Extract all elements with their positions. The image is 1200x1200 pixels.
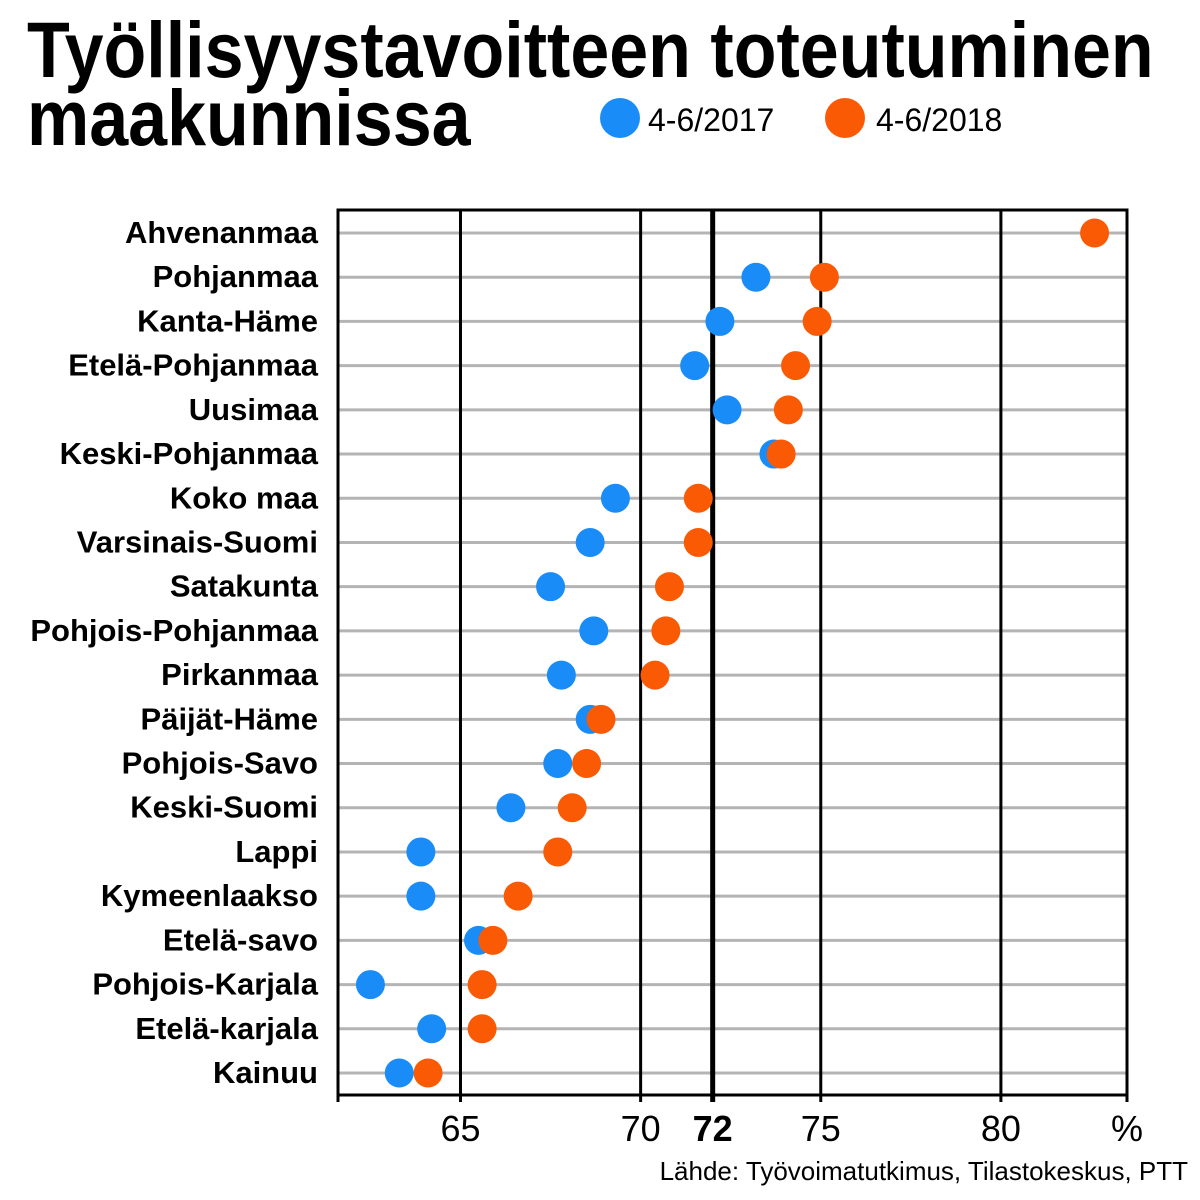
category-label-koko-maa: Koko maa <box>170 480 319 515</box>
chart-title: Työllisyystavoitteen toteutuminen maakun… <box>27 5 1154 162</box>
legend: 4-6/2017 4-6/2018 <box>600 98 1002 138</box>
point-4-6-2018-keski-suomi <box>557 793 587 823</box>
category-label-etela-savo: Etelä-savo <box>163 922 318 957</box>
legend-label-4-6-2017: 4-6/2017 <box>648 102 774 138</box>
point-4-6-2018-koko-maa <box>683 483 713 513</box>
point-4-6-2018-varsinais-suomi <box>683 527 713 557</box>
point-4-6-2018-satakunta <box>654 572 684 602</box>
category-label-etela-pohjanmaa: Etelä-Pohjanmaa <box>68 348 319 383</box>
point-4-6-2017-kanta-hame <box>705 306 735 336</box>
point-4-6-2017-pohjois-karjala <box>355 970 385 1000</box>
legend-swatch-4-6-2018 <box>825 98 865 138</box>
point-4-6-2018-pohjois-karjala <box>467 970 497 1000</box>
category-label-keski-suomi: Keski-Suomi <box>130 790 318 825</box>
point-4-6-2018-etela-karjala <box>467 1014 497 1044</box>
vertical-gridlines <box>458 210 1003 1102</box>
point-4-6-2018-pohjois-pohjanmaa <box>651 616 681 646</box>
point-4-6-2018-pirkanmaa <box>640 660 670 690</box>
data-points <box>355 218 1110 1088</box>
point-4-6-2018-kymeenlaakso <box>503 881 533 911</box>
category-label-pohjanmaa: Pohjanmaa <box>153 259 319 294</box>
horizontal-gridlines <box>338 231 1127 1075</box>
point-4-6-2017-keski-suomi <box>496 793 526 823</box>
x-tick-label-72: 72 <box>693 1108 733 1149</box>
point-4-6-2017-pohjois-pohjanmaa <box>579 616 609 646</box>
point-4-6-2018-uusimaa <box>773 395 803 425</box>
point-4-6-2018-etela-pohjanmaa <box>781 351 811 381</box>
category-label-satakunta: Satakunta <box>170 569 319 604</box>
category-label-ahvenanmaa: Ahvenanmaa <box>125 215 319 250</box>
x-tick-label-80: 80 <box>981 1108 1021 1149</box>
point-4-6-2017-uusimaa <box>712 395 742 425</box>
plot-frame <box>336 208 1129 1102</box>
point-4-6-2018-kanta-hame <box>802 306 832 336</box>
point-4-6-2018-pohjois-savo <box>572 749 602 779</box>
point-4-6-2017-pirkanmaa <box>546 660 576 690</box>
point-4-6-2017-pohjois-savo <box>543 749 573 779</box>
point-4-6-2017-kymeenlaakso <box>406 881 436 911</box>
category-label-uusimaa: Uusimaa <box>189 392 319 427</box>
category-label-varsinais-suomi: Varsinais-Suomi <box>77 524 318 559</box>
category-label-pohjois-karjala: Pohjois-Karjala <box>92 967 318 1002</box>
legend-swatch-4-6-2017 <box>600 98 640 138</box>
category-label-kymeenlaakso: Kymeenlaakso <box>101 878 318 913</box>
point-4-6-2018-paijat-hame <box>586 704 616 734</box>
point-4-6-2017-varsinais-suomi <box>575 527 605 557</box>
x-axis-tick-labels: 65 70 72 75 80% <box>440 1108 1143 1149</box>
category-label-pohjois-pohjanmaa: Pohjois-Pohjanmaa <box>30 613 318 648</box>
category-label-kainuu: Kainuu <box>213 1055 318 1090</box>
category-label-keski-pohjanmaa: Keski-Pohjanmaa <box>60 436 319 471</box>
point-4-6-2017-kainuu <box>384 1058 414 1088</box>
category-label-kanta-hame: Kanta-Häme <box>137 303 318 338</box>
category-labels: Ahvenanmaa Pohjanmaa Kanta-Häme Etelä-Pohja… <box>30 215 318 1090</box>
legend-label-4-6-2018: 4-6/2018 <box>876 102 1002 138</box>
x-tick-label-75: 75 <box>801 1108 841 1149</box>
x-tick-label-70: 70 <box>621 1108 661 1149</box>
x-tick-label-65: 65 <box>440 1108 480 1149</box>
point-4-6-2018-kainuu <box>413 1058 443 1088</box>
point-4-6-2017-pohjanmaa <box>741 262 771 292</box>
point-4-6-2018-keski-pohjanmaa <box>766 439 796 469</box>
point-4-6-2017-koko-maa <box>600 483 630 513</box>
category-label-paijat-hame: Päijät-Häme <box>141 701 318 736</box>
point-4-6-2018-pohjanmaa <box>809 262 839 292</box>
point-4-6-2017-lappi <box>406 837 436 867</box>
source-note: Lähde: Työvoimatutkimus, Tilastokeskus, … <box>660 1156 1189 1186</box>
category-label-etela-karjala: Etelä-karjala <box>135 1011 318 1046</box>
category-label-lappi: Lappi <box>235 834 318 869</box>
x-axis-unit-label: % <box>1111 1108 1143 1149</box>
point-4-6-2018-etela-savo <box>478 925 508 955</box>
point-4-6-2017-etela-pohjanmaa <box>680 351 710 381</box>
point-4-6-2018-lappi <box>543 837 573 867</box>
category-label-pirkanmaa: Pirkanmaa <box>161 657 319 692</box>
point-4-6-2017-etela-karjala <box>417 1014 447 1044</box>
point-4-6-2017-satakunta <box>536 572 566 602</box>
category-label-pohjois-savo: Pohjois-Savo <box>122 746 318 781</box>
point-4-6-2018-ahvenanmaa <box>1080 218 1110 248</box>
